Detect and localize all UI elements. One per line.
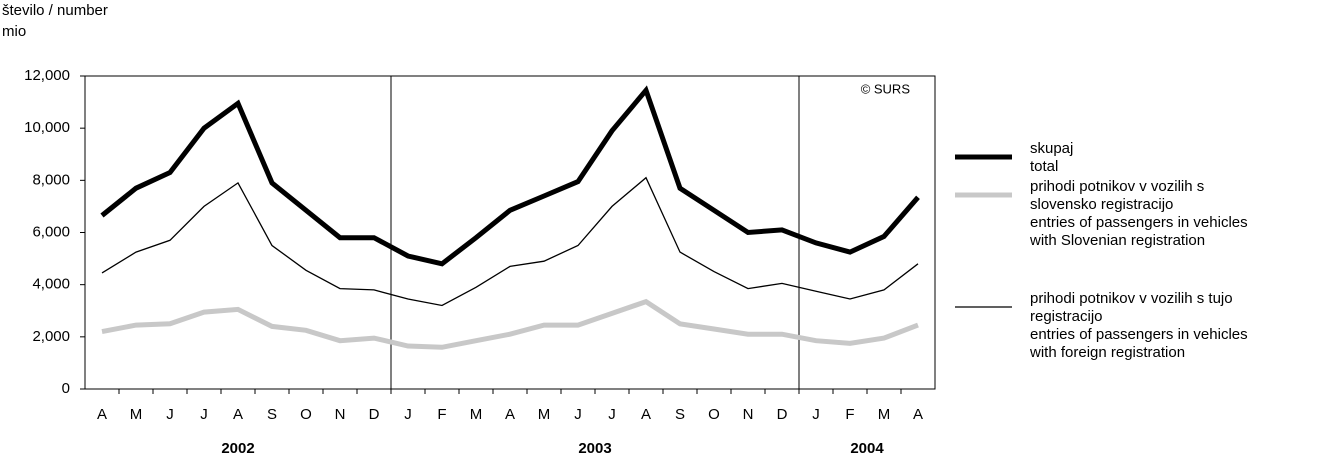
x-tick-label: A	[913, 406, 923, 423]
x-tick-label: S	[267, 406, 277, 423]
x-tick-label: N	[743, 406, 754, 423]
y-tick-label: 4,000	[32, 276, 70, 293]
x-tick-label: J	[574, 406, 582, 423]
x-tick-label: J	[608, 406, 616, 423]
y-axis-unit: mio	[2, 23, 27, 40]
y-tick-label: 8,000	[32, 171, 70, 188]
x-tick-label: O	[708, 406, 720, 423]
x-tick-label: M	[470, 406, 483, 423]
legend-label: prihodi potnikov v vozilih s slovensko r…	[1030, 178, 1248, 249]
y-tick-label: 2,000	[32, 328, 70, 345]
y-tick-label: 6,000	[32, 223, 70, 240]
x-tick-label: D	[369, 406, 380, 423]
x-tick-label: D	[777, 406, 788, 423]
y-tick-label: 12,000	[24, 67, 70, 84]
legend-label: prihodi potnikov v vozilih s tujo regist…	[1030, 290, 1248, 361]
x-tick-label: S	[675, 406, 685, 423]
x-tick-label: J	[200, 406, 208, 423]
x-tick-label: F	[845, 406, 854, 423]
x-tick-label: J	[404, 406, 412, 423]
year-label: 2002	[221, 440, 254, 457]
x-tick-label: A	[233, 406, 243, 423]
x-tick-label: A	[97, 406, 107, 423]
series-line	[101, 298, 919, 350]
x-tick-label: N	[335, 406, 346, 423]
x-tick-label: A	[505, 406, 515, 423]
series-line	[100, 85, 920, 267]
y-tick-label: 10,000	[24, 119, 70, 136]
x-tick-label: M	[538, 406, 551, 423]
x-tick-label: J	[166, 406, 174, 423]
x-tick-label: F	[437, 406, 446, 423]
x-tick-label: M	[878, 406, 891, 423]
x-tick-label: O	[300, 406, 312, 423]
x-tick-label: A	[641, 406, 651, 423]
annotation: © SURS	[861, 81, 911, 96]
x-tick-label: M	[130, 406, 143, 423]
y-axis-label: število / number	[2, 2, 108, 19]
legend-label: skupaj total	[1030, 140, 1074, 175]
series-line	[101, 176, 919, 307]
year-label: 2004	[850, 440, 884, 457]
year-label: 2003	[578, 440, 611, 457]
x-tick-label: J	[812, 406, 820, 423]
y-tick-label: 0	[62, 380, 70, 397]
